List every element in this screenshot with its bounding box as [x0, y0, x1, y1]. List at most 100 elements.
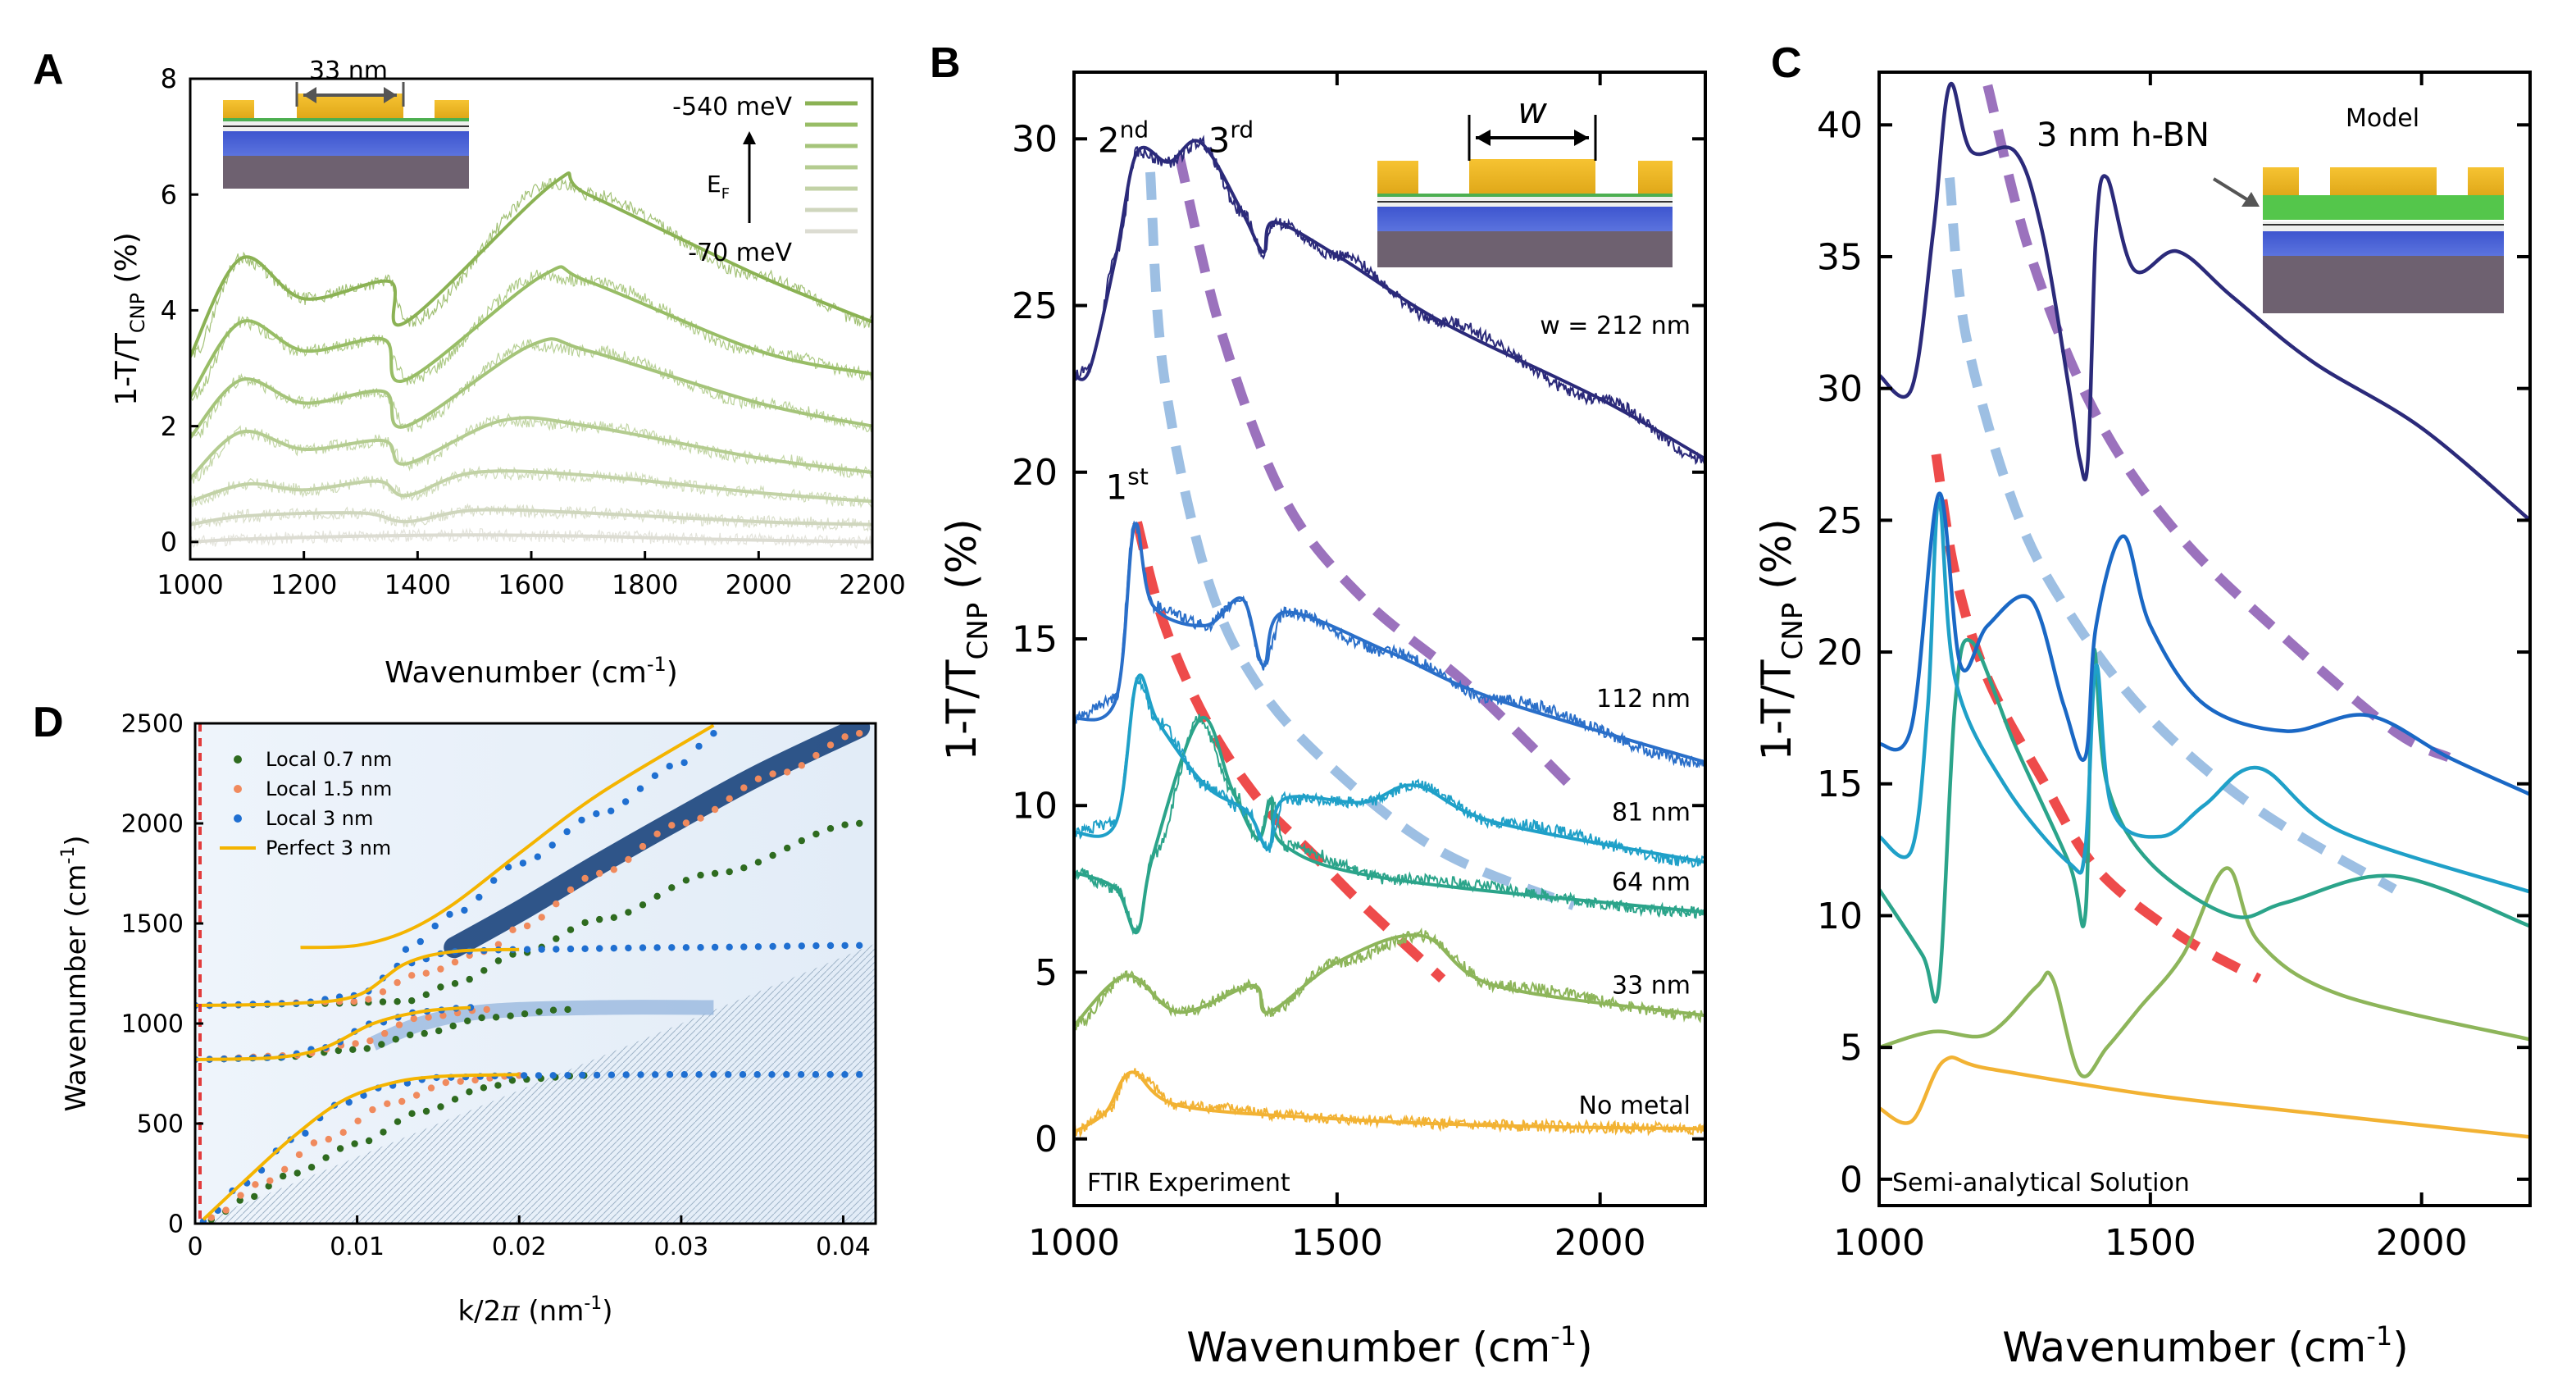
x-tick-label: 2000 [2376, 1222, 2468, 1264]
panel-d-point [345, 1098, 353, 1106]
panel-d-point [826, 941, 835, 950]
ef-label: EF [707, 171, 730, 203]
panel-d-point [697, 814, 704, 822]
panel-a-series-noise [190, 503, 872, 532]
panel-d-point [826, 1071, 834, 1078]
hbn-spacer-layer [2263, 195, 2504, 220]
panel-d-point [363, 1045, 371, 1052]
y-tick-label: 0 [1035, 1119, 1058, 1160]
panel-d-point [451, 1096, 459, 1103]
panel-d-point [369, 1106, 376, 1114]
panel-d-point [608, 1071, 616, 1078]
panel-d-point [523, 946, 531, 953]
panel-d-point [492, 1014, 500, 1021]
y-tick-label: 2000 [121, 810, 184, 839]
panel-a-series-line [190, 337, 872, 440]
y-tick-label: 25 [1817, 500, 1863, 542]
x-tick-label: 1400 [385, 569, 451, 600]
panel-b-curve-label: No metal [1579, 1092, 1691, 1120]
panel-b-ticks: 1000 1500 2000 0 5 10 15 20 25 30 [1012, 72, 1705, 1264]
panel-a-series-line [190, 265, 872, 399]
x-tick-label: 2000 [726, 569, 792, 600]
legend-marker [234, 814, 242, 823]
y-tick-label: 20 [1012, 452, 1058, 494]
panel-d-point [841, 733, 849, 741]
panel-d-point [740, 943, 748, 951]
panel-d-point [521, 1072, 528, 1079]
panel-d-point [407, 1031, 414, 1039]
panel-d-point [464, 1017, 471, 1025]
panel-b-curve-label: 81 nm [1612, 798, 1691, 827]
panel-d-point [812, 942, 820, 950]
panel-a-series-line [190, 469, 872, 504]
panel-b-xlabel: Wavenumber (cm-1) [1186, 1320, 1592, 1371]
y-tick-label: 40 [1817, 105, 1863, 147]
panel-d-point [826, 741, 835, 749]
y-tick-label: 4 [161, 295, 177, 326]
panel-c-series-line [1879, 497, 2530, 894]
panel-c-series-line [1879, 491, 2530, 796]
panel-d-line [202, 1073, 520, 1221]
gold-pad-right [435, 100, 469, 118]
y-tick-label: 30 [1012, 119, 1058, 161]
panel-d-point [365, 1137, 373, 1145]
panel-d-point [394, 1118, 402, 1125]
panel-d-point [466, 975, 473, 983]
panel-d-point [307, 1164, 316, 1171]
oxide-layer [1377, 207, 1673, 231]
panel-a-series-noise [190, 465, 872, 508]
panel-d-point [325, 1135, 332, 1143]
panel-d-point [797, 1071, 805, 1078]
panel-d-point [476, 893, 483, 901]
panel-c-mode-guide [1945, 176, 2397, 894]
panel-d-point [596, 945, 603, 952]
panel-d-point [726, 868, 733, 876]
panel-d-point [519, 859, 527, 867]
panel-d-point [339, 1128, 347, 1137]
panel-b-inset-label: w [1518, 90, 1548, 132]
panel-d-point [451, 980, 459, 987]
panel-d-point [739, 1071, 747, 1078]
panel-c: 1000 1500 2000 0 5 10 15 20 25 30 35 40 Model 3 nm … [1753, 71, 2532, 1371]
panel-a-series-noise [190, 269, 872, 402]
panel-d-point [784, 942, 791, 950]
panel-d-point [668, 822, 676, 829]
panel-d-point [651, 772, 659, 779]
panel-b-mode-guide [1132, 521, 1446, 983]
panel-d-point [380, 1128, 387, 1136]
panel-d-point [349, 1046, 357, 1054]
gold-pad-left [2263, 167, 2299, 195]
x-tick-label: 1800 [612, 569, 678, 600]
panel-d-point [553, 946, 560, 953]
panel-c-mode-guide [1982, 84, 2451, 763]
legend-label: Local 0.7 nm [266, 748, 392, 771]
panel-b-series-line [1074, 522, 1705, 764]
panel-d-point [480, 1084, 488, 1092]
panel-b-mode-guide [1145, 171, 1576, 910]
panel-d-point [509, 926, 517, 934]
ef-arrowhead [743, 131, 756, 144]
panel-d-ylabel: Wavenumber (cm-1) [58, 835, 93, 1111]
panel-a-inset-device: 33 nm [223, 57, 469, 189]
panel-d-point [784, 844, 791, 852]
x-tick-label: 1000 [157, 569, 223, 600]
panel-c-series-line [1879, 638, 2530, 1004]
panel-d-point [608, 807, 615, 814]
panel-d-point [695, 742, 703, 750]
panel-label-c: C [1771, 39, 1802, 87]
panel-d-point [726, 943, 733, 951]
width-arrowhead-left [1476, 130, 1491, 146]
panel-d-point [408, 972, 416, 979]
panel-c-xlabel: Wavenumber (cm-1) [2002, 1320, 2408, 1371]
panel-d-point [422, 991, 430, 999]
panel-d-point [302, 1129, 309, 1138]
y-tick-label: 35 [1817, 236, 1863, 278]
x-tick-label: 0.02 [492, 1233, 547, 1261]
panel-a-series-noise [190, 527, 872, 549]
panel-d-point [567, 945, 575, 953]
panel-d-point [294, 1169, 301, 1177]
y-tick-label: 1500 [121, 910, 184, 939]
gold-pad-center [1469, 159, 1595, 194]
panel-d-line [195, 947, 520, 1007]
panel-d-point [398, 1097, 406, 1106]
